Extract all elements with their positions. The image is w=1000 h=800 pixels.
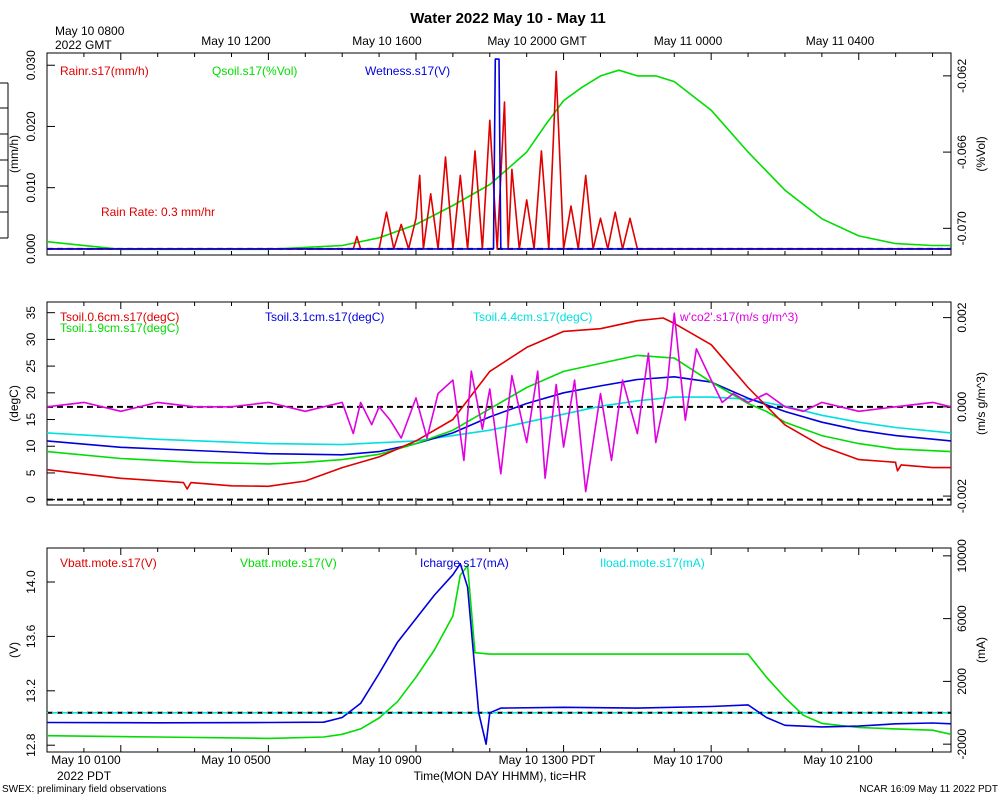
series-line-tsoil-0-6cm-s17-degc- xyxy=(47,317,951,490)
legend-entry: Tsoil.1.9cm.s17(degC) xyxy=(60,321,179,335)
series-line-qsoil-s17-vol- xyxy=(47,69,951,251)
y-tick-label-right: 6000 xyxy=(955,605,969,632)
bottom-time-label: May 10 0900 xyxy=(352,753,422,767)
top-time-label: May 10 1600 xyxy=(352,34,422,48)
top-time-label: May 11 0400 xyxy=(806,34,875,48)
legend-entry: Rainr.s17(mm/h) xyxy=(60,64,149,78)
middle-plot-area xyxy=(47,312,951,501)
y-tick-label-right: -2000 xyxy=(955,728,969,759)
bottom-frame xyxy=(46,547,952,753)
y-tick-label-left: 15 xyxy=(24,413,38,427)
y-tick-label-left: 35 xyxy=(24,306,38,320)
top-panel: 0.000 0.010 0.020 0.030 -0.062 -0.066 -0.070 (m… xyxy=(7,50,988,264)
y-tick-label-right: -0.070 xyxy=(955,211,969,245)
bottom-time-label: May 10 2100 xyxy=(803,753,873,767)
bottom-year-label: 2022 PDT xyxy=(57,769,112,783)
series-line-tsoil-4-4cm-s17-degc- xyxy=(47,396,951,446)
legend-entry: Qsoil.s17(%Vol) xyxy=(212,64,297,78)
legend-entry: Iload.mote.s17(mA) xyxy=(600,556,705,570)
y-tick-label-left: 0.020 xyxy=(24,111,38,141)
legend-entry: Tsoil.0.6cm.s17(degC) xyxy=(60,310,179,324)
top-plot-area xyxy=(47,58,951,251)
middle-frame xyxy=(46,301,952,506)
y-tick-label-left: 10 xyxy=(24,439,38,453)
series-line-tsoil-3-1cm-s17-degc- xyxy=(47,375,951,456)
y-tick-label-right: 2000 xyxy=(955,668,969,695)
rain-rate-annotation: Rain Rate: 0.3 mm/hr xyxy=(101,205,215,219)
y-tick-label-left: 12.8 xyxy=(24,733,38,757)
top-time-label: May 10 2000 GMT xyxy=(487,34,587,48)
y-tick-label-right: -0.066 xyxy=(955,135,969,169)
y-tick-label-left: 30 xyxy=(24,332,38,346)
series-line-icharge-s17-ma- xyxy=(47,562,951,746)
y-axis-label-right: (m/s g/m^3) xyxy=(974,372,988,435)
series-line-vbatt-mote-s17-v- xyxy=(47,564,951,740)
y-tick-label-left: 5 xyxy=(24,469,38,476)
top-start-label-line2: 2022 GMT xyxy=(55,38,112,52)
legend-entry: Wetness.s17(V) xyxy=(365,64,450,78)
top-time-label: May 11 0000 xyxy=(654,34,723,48)
legend-entry: w'co2'.s17(m/s g/m^3) xyxy=(679,310,798,324)
top-start-label-line1: May 10 0800 xyxy=(55,24,125,38)
y-axis-label-left: (degC) xyxy=(7,385,21,422)
bottom-time-label: May 10 0100 xyxy=(51,753,121,767)
y-tick-label-left: 13.6 xyxy=(24,624,38,648)
legend-entry: Vbatt.mote.s17(V) xyxy=(240,556,337,570)
y-tick-label-left: 20 xyxy=(24,386,38,400)
y-tick-label-right: 10000 xyxy=(955,539,969,573)
clipped-edge-ticks xyxy=(0,82,9,239)
bottom-panel: 12.8 13.2 13.6 14.0 -2000 2000 6000 10000 (V) (mA… xyxy=(7,539,988,760)
series-line-w-co2-s17-m-s-g-m-3- xyxy=(47,312,951,493)
bottom-plot-area xyxy=(47,562,951,746)
middle-panel: 0 5 10 15 20 25 30 35 -0.002 0.000 0.002 (degC) (m/s… xyxy=(7,301,988,513)
y-tick-label-left: 25 xyxy=(24,359,38,373)
legend-entry: Icharge.s17(mA) xyxy=(420,556,509,570)
legend-entry: Vbatt.mote.s17(V) xyxy=(60,556,157,570)
footer-left: SWEX: preliminary field observations xyxy=(2,784,167,795)
y-axis-label-left: (V) xyxy=(7,642,21,658)
y-axis-label-right: (%Vol) xyxy=(974,136,988,171)
y-tick-label-left: 0.000 xyxy=(24,234,38,264)
y-tick-label-left: 13.2 xyxy=(24,679,38,703)
figure-title: Water 2022 May 10 - May 11 xyxy=(410,10,605,27)
y-axis-label-right: (mA) xyxy=(974,637,988,663)
y-tick-label-right: 0.002 xyxy=(955,302,969,332)
y-tick-label-left: 0 xyxy=(24,496,38,503)
x-axis-label: Time(MON DAY HHMM), tic=HR xyxy=(414,769,587,783)
y-axis-label-left: (mm/h) xyxy=(7,135,21,173)
series-line-tsoil-1-9cm-s17-degc- xyxy=(47,354,951,465)
legend-entry: Tsoil.3.1cm.s17(degC) xyxy=(265,310,384,324)
top-frame xyxy=(46,52,952,256)
bottom-time-label: May 10 1300 PDT xyxy=(499,753,596,767)
bottom-time-label: May 10 0500 xyxy=(201,753,271,767)
y-tick-label-left: 14.0 xyxy=(24,570,38,594)
series-line-wetness-s17-v- xyxy=(47,58,951,250)
top-time-label: May 10 1200 xyxy=(201,34,271,48)
footer-right: NCAR 16:09 May 11 2022 PDT xyxy=(859,784,998,795)
legend-entry: Tsoil.4.4cm.s17(degC) xyxy=(473,310,592,324)
y-tick-label-right: -0.062 xyxy=(955,59,969,93)
y-tick-label-right: -0.002 xyxy=(955,479,969,513)
y-tick-label-right: 0.000 xyxy=(955,392,969,422)
y-tick-label-left: 0.010 xyxy=(24,172,38,202)
panels-layer: 0.000 0.010 0.020 0.030 -0.062 -0.066 -0.070 (m… xyxy=(7,50,988,760)
y-tick-label-left: 0.030 xyxy=(24,50,38,80)
bottom-time-label: May 10 1700 xyxy=(653,753,723,767)
